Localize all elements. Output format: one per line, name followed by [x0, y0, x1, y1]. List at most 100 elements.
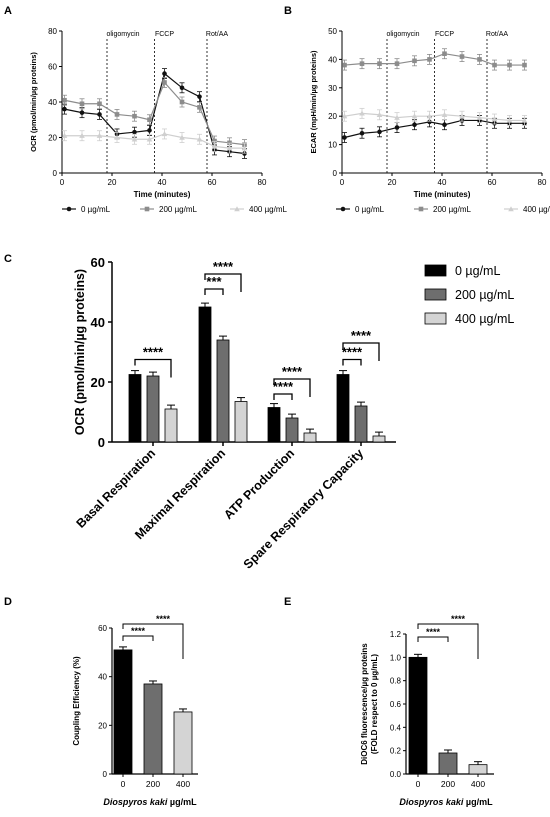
data-point [197, 94, 202, 99]
y-tick-label: 40 [328, 55, 337, 64]
data-point [342, 62, 347, 68]
data-point [162, 71, 167, 76]
y-tick-label: 60 [48, 63, 57, 72]
data-point [197, 105, 202, 110]
legend-swatch [424, 264, 447, 277]
data-point [376, 111, 383, 117]
significance-bracket [342, 342, 380, 361]
y-tick-label: 60 [91, 255, 105, 270]
significance-label: *** [206, 274, 222, 289]
legend-swatch-marker [66, 206, 72, 212]
significance-label: **** [273, 379, 294, 394]
x-tick-label: 80 [538, 178, 547, 187]
y-tick-label: 1.2 [390, 630, 402, 639]
data-point [79, 132, 85, 138]
data-point [442, 51, 447, 57]
data-point [491, 116, 498, 122]
y-axis-label: OCR (pmol/min/µg proteins) [73, 269, 87, 435]
data-point [522, 62, 527, 68]
x-tick-label: 200 [146, 779, 160, 789]
series-line [344, 112, 525, 122]
significance-label: **** [451, 614, 466, 624]
ecar-timecourse-chart: 0 10 20 30 40 50 0 20 40 60 80 Time (minutes) ECAR (… [309, 27, 550, 214]
data-point [427, 57, 432, 62]
x-tick-label: 400 [471, 779, 485, 789]
bar [354, 405, 368, 443]
panel-label-e: E [284, 596, 291, 608]
significance-bracket [204, 288, 224, 295]
legend-swatch-marker [340, 206, 346, 212]
bar [128, 374, 142, 443]
series-line [344, 53, 525, 66]
y-tick-label: 0.8 [390, 677, 402, 686]
bar [143, 683, 163, 775]
y-tick-label: 0 [98, 435, 105, 450]
x-tick-label: 0 [340, 178, 345, 187]
data-point [506, 117, 513, 123]
data-point [147, 117, 152, 123]
legend-label: 200 µg/mL [455, 288, 514, 302]
data-point [161, 131, 168, 137]
data-point [507, 62, 512, 68]
data-point [426, 113, 433, 119]
x-axis-label-species: Diospyros kaki [103, 797, 168, 807]
dioc6-fluorescence-bar-chart: 0.0 0.2 0.4 0.6 0.8 1.0 1.2 0 200 400 **** **** Dios… [360, 614, 494, 807]
data-point [132, 113, 137, 119]
data-point [132, 129, 137, 135]
injection-marker-label: FCCP [435, 31, 454, 38]
data-point [97, 101, 102, 107]
y-axis-label: DiOC6 fluorescence/µg proteins [360, 643, 369, 765]
legend-label: 400 µg/mL [523, 205, 550, 214]
significance-label: **** [213, 259, 234, 274]
y-tick-label: 20 [48, 134, 57, 143]
data-point [79, 101, 85, 107]
bar [216, 339, 230, 443]
bar [468, 764, 488, 775]
x-tick-label: 0 [60, 178, 65, 187]
bar [303, 432, 317, 443]
x-tick-label: 20 [108, 178, 117, 187]
category-label: ATP Production [221, 446, 297, 522]
significance-bracket [122, 623, 184, 659]
data-point [377, 61, 382, 66]
injection-marker-label: oligomycin [386, 31, 419, 38]
data-point [427, 119, 432, 125]
legend-label: 200 µg/mL [159, 205, 198, 214]
data-point [359, 110, 365, 116]
data-point [114, 112, 120, 117]
data-point [521, 117, 528, 123]
significance-bracket [204, 273, 242, 292]
x-tick-label: 0 [416, 779, 421, 789]
injection-marker-label: oligomycin [106, 31, 139, 38]
x-tick-label: 40 [158, 178, 167, 187]
significance-bracket [273, 378, 311, 397]
bar [113, 649, 133, 775]
y-tick-label: 20 [98, 721, 107, 730]
significance-bracket [122, 635, 154, 641]
panel-label-c: C [4, 253, 12, 265]
legend-swatch [424, 288, 447, 301]
y-tick-label: 0.2 [390, 747, 402, 756]
data-point [97, 112, 102, 117]
x-axis-label: Diospyros kaki µg/mL [103, 797, 197, 807]
data-point [79, 110, 85, 115]
data-point [394, 114, 400, 120]
data-point [412, 58, 417, 64]
bar [438, 752, 458, 775]
y-tick-label: 0 [333, 169, 338, 178]
significance-bracket [273, 393, 293, 400]
x-tick-label: 80 [258, 178, 267, 187]
x-axis-label-unit: µg/mL [167, 797, 197, 807]
data-point [411, 113, 418, 119]
bar [173, 711, 193, 775]
y-tick-label: 80 [48, 27, 57, 36]
data-point [147, 128, 152, 133]
data-point [476, 114, 483, 120]
bar [372, 435, 386, 443]
x-axis-label: Diospyros kaki µg/mL [399, 797, 493, 807]
x-tick-label: 20 [388, 178, 397, 187]
significance-label: **** [143, 345, 164, 360]
legend-label: 200 µg/mL [433, 205, 472, 214]
data-point [359, 61, 365, 66]
